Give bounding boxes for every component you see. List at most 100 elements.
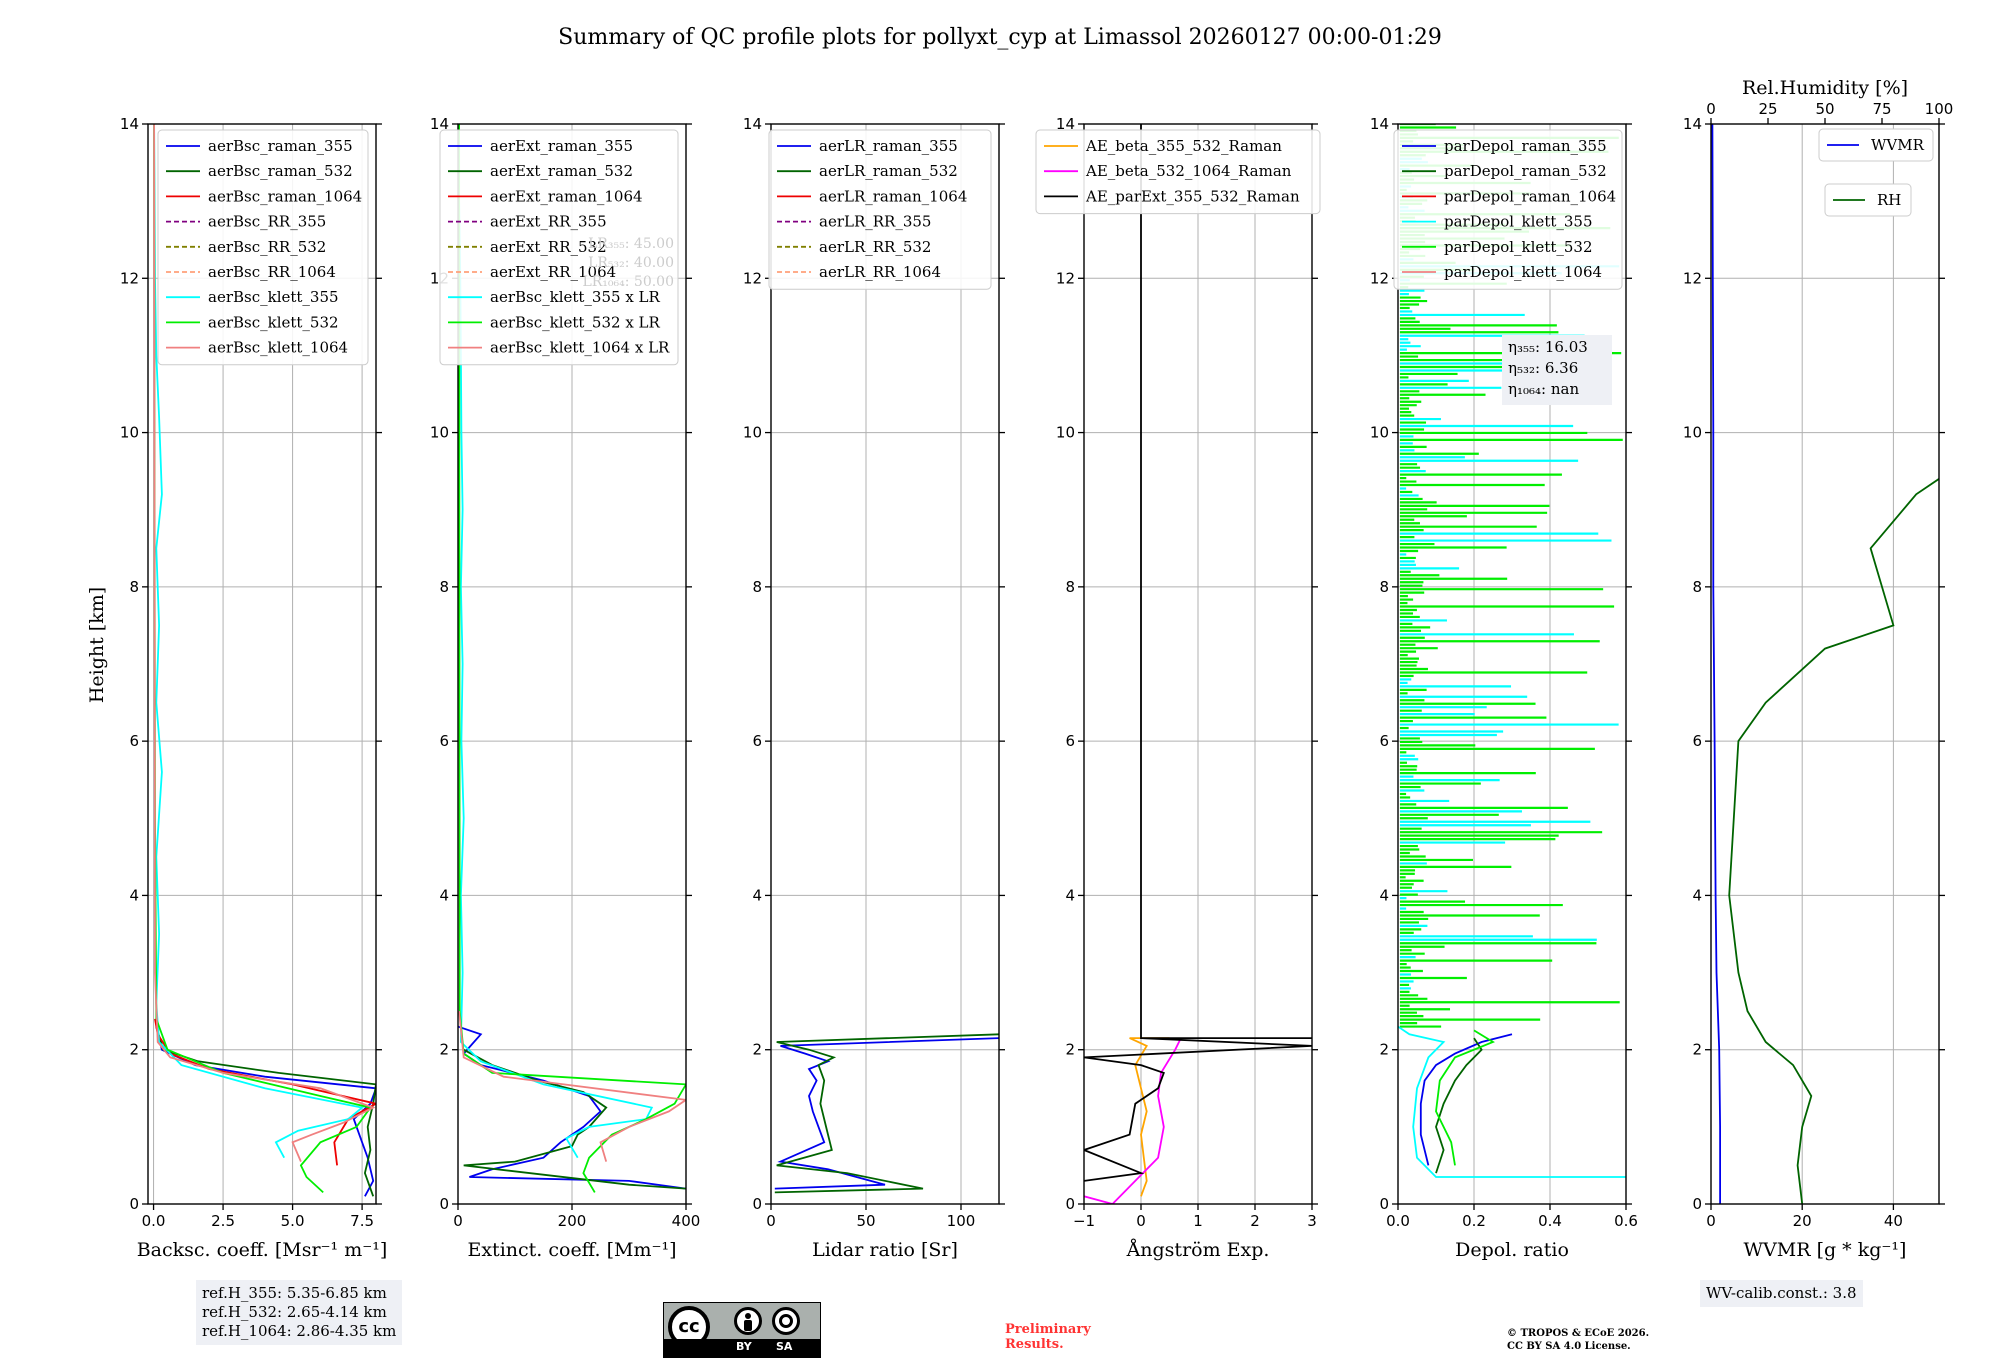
y-tick-label: 12 [1683,269,1702,287]
legend-frame [1818,128,1934,162]
y-tick-label: 8 [439,578,449,596]
y-tick-label: 2 [1065,1041,1075,1059]
legend-entry-label: RH [1877,191,1901,209]
y-tick-label: 14 [1683,115,1702,133]
x-tick-label: 1 [1193,1212,1203,1230]
legend-entry-label: aerBsc_RR_1064 [208,263,336,281]
top-axis-label: Rel.Humidity [%] [1742,77,1908,99]
series-AE_parExt_355_532_Raman [1084,124,1312,1182]
legend: aerBsc_raman_355 aerBsc_raman_532 aerBsc_r… [157,129,369,366]
legend-frame [1393,129,1623,290]
y-tick-label: 10 [1683,424,1702,442]
series-aerBsc_klett_355 [153,124,365,1159]
x-tick-label: 0.0 [142,1212,166,1230]
legend-entry-label: aerBsc_klett_355 [208,288,339,306]
y-tick-label: 12 [1056,269,1075,287]
y-tick-label: 12 [1370,269,1389,287]
y-tick-label: 12 [743,269,762,287]
share-alike-icon [772,1307,800,1335]
legend-entry-label: aerLR_raman_355 [819,137,958,155]
legend: aerLR_raman_355 aerLR_raman_532 aerLR_rama… [768,129,992,290]
y-tick-label: 0 [129,1195,139,1213]
cc-license-badge: cc BY SA [663,1302,821,1358]
eta-box: η₃₅₅: 16.03 η₅₃₂: 6.36 η₁₀₆₄: nan [1502,335,1612,405]
series-group [458,124,686,1193]
y-tick-label: 10 [743,424,762,442]
legend-entry-label: aerBsc_klett_355 x LR [490,288,661,306]
legend-entry-label: parDepol_raman_532 [1444,162,1607,180]
legend-entry-label: WVMR [1871,136,1925,154]
series-RH [1728,477,1939,1204]
legend-entry-label: parDepol_klett_532 [1444,238,1593,256]
cc-sa-label: SA [776,1340,793,1353]
y-tick-label: 8 [1065,578,1075,596]
y-tick-label: 4 [752,886,762,904]
figure-title: Summary of QC profile plots for pollyxt_… [558,25,1442,50]
legend-entry-label: aerLR_RR_355 [819,213,931,231]
legend-frame [768,129,992,290]
series-aerBsc_klett_1064 [153,124,376,1162]
y-tick-label: 14 [430,115,449,133]
x-tick-label: 2.5 [211,1212,235,1230]
top-x-tick-label: 25 [1758,100,1777,118]
legend-entry-label: aerBsc_raman_532 [208,162,353,180]
legend-entry-label: aerExt_RR_355 [490,213,607,231]
series-group [1084,124,1312,1204]
x-axis-label: Backsc. coeff. [Msr⁻¹ m⁻¹] [137,1239,388,1261]
x-tick-label: 0.4 [1538,1212,1562,1230]
series-aerBsc_raman_532 [155,1026,376,1197]
legend-wvmr: WVMR [1818,128,1934,162]
x-tick-label: 2 [1250,1212,1260,1230]
x-tick-label: 100 [947,1212,976,1230]
legend-entry-label: aerBsc_klett_1064 [208,339,348,357]
y-tick-label: 4 [129,886,139,904]
y-tick-label: 4 [1692,886,1702,904]
legend-entry-label: aerBsc_klett_1064 x LR [490,339,670,357]
series-aerExt_klett_1064 [458,1011,686,1162]
legend-frame [1824,183,1912,217]
series-parDepol_klett_532 [1435,1029,1495,1166]
series-aerLR_raman_532 [774,1033,999,1194]
series-aerBsc_raman_1064 [154,1018,376,1166]
panel-depol: 0.0 0.2 0.4 0.6 0 2 4 6 8 10 12 14 Depol. ratio parDe… [1370,115,1638,1261]
series-aerExt_klett_355 [458,124,654,1159]
legend-entry-label: parDepol_raman_355 [1444,137,1607,155]
top-x-tick-label: 50 [1815,100,1834,118]
legend-entry-label: aerExt_RR_532 [490,238,607,256]
eta-value: η₁₀₆₄: nan [1508,380,1579,398]
y-tick-label: 8 [129,578,139,596]
legend-entry-label: aerBsc_klett_532 [208,313,339,331]
legend-entry-label: AE_beta_355_532_Raman [1085,137,1282,155]
y-tick-label: 2 [752,1041,762,1059]
panel-frame [1397,123,1627,1205]
wv-calibration-box: WV-calib.const.: 3.8 [1700,1280,1863,1307]
legend-frame [157,129,369,366]
x-axis-label: Ångström Exp. [1126,1239,1270,1261]
panel-wv: 0 20 40 0 2 4 6 8 10 12 14 WVMR [g * kg⁻¹] 0 25 50 75 10… [1683,77,1953,1261]
legend-entry-label: AE_beta_532_1064_Raman [1085,162,1292,180]
legend-entry-label: aerExt_RR_1064 [490,263,616,281]
x-tick-label: −1 [1073,1212,1095,1230]
series-parDepol_raman_355 [1419,1033,1513,1166]
x-tick-label: 0 [1706,1212,1716,1230]
x-tick-label: 5.0 [281,1212,305,1230]
legend-entry-label: aerBsc_raman_1064 [208,187,362,205]
copyright-line-2: CC BY SA 4.0 License. [1507,1341,1631,1352]
legend-entry-label: aerBsc_RR_355 [208,213,326,231]
preliminary-line-2: Results. [1005,1337,1064,1352]
legend: aerExt_raman_355 aerExt_raman_532 aerExt_r… [439,129,679,366]
legend-entry-label: aerBsc_klett_532 x LR [490,313,661,331]
reference-height-355: ref.H_355: 5.35-6.85 km [202,1284,387,1302]
y-tick-label: 12 [120,269,139,287]
x-tick-label: 50 [856,1212,875,1230]
x-tick-label: 0.2 [1462,1212,1486,1230]
eta-box-bg [1502,335,1612,405]
reference-height-532: ref.H_532: 2.65-4.14 km [202,1303,387,1321]
x-tick-label: 40 [1884,1212,1903,1230]
panel-frame [147,123,377,1205]
y-tick-label: 4 [439,886,449,904]
attribution-person-icon [734,1307,762,1335]
